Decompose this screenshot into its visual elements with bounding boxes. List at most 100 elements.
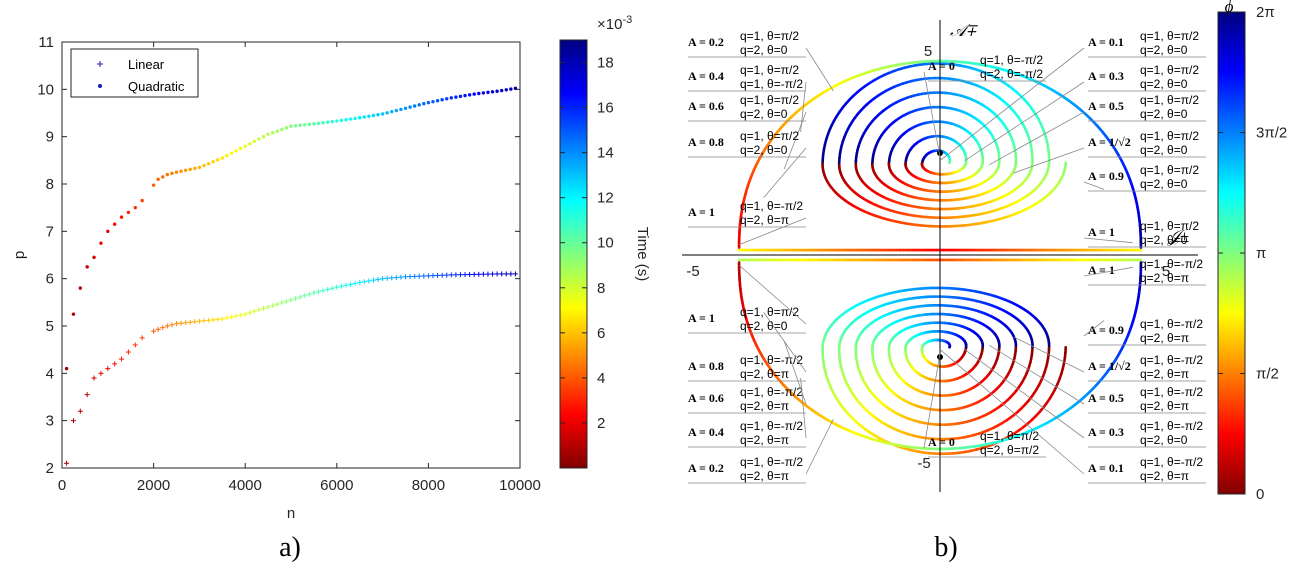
colorbar-tick-label: 14 xyxy=(597,145,614,162)
point-linear xyxy=(247,310,253,316)
annotation-line1: q=1, θ=π/2 xyxy=(1140,163,1199,177)
point-linear xyxy=(357,279,363,285)
point-linear xyxy=(155,326,161,332)
annotation-amplitude: A = 0.1 xyxy=(1088,35,1124,49)
horizontal-axis-label-b: 𝒥± xyxy=(1167,227,1189,246)
annotation-amplitude: A = 0 xyxy=(928,59,955,73)
point-quadratic xyxy=(275,129,279,133)
point-linear xyxy=(320,288,326,294)
point-quadratic xyxy=(481,91,486,95)
annotation-line1: q=1, θ=-π/2 xyxy=(1140,353,1203,367)
point-linear xyxy=(112,361,118,367)
annotation: A = 0.6 q=1, θ=-π/2q=2, θ=π xyxy=(688,340,807,414)
annotation: A = 0.2 q=1, θ=π/2q=2, θ=0 xyxy=(688,29,834,92)
y-tick-label: 6 xyxy=(46,271,54,288)
colorbar-tick-label: 2 xyxy=(597,415,605,432)
point-quadratic xyxy=(458,94,463,99)
point-linear xyxy=(224,315,230,321)
annotation: A = 0.1 q=1, θ=π/2q=2, θ=0 xyxy=(939,29,1206,162)
annotation-leader xyxy=(989,111,1085,166)
annotation-amplitude: A = 0.6 xyxy=(688,99,724,113)
point-quadratic xyxy=(449,96,453,100)
point-quadratic xyxy=(467,93,472,97)
y-tick-label: 4 xyxy=(46,365,54,382)
point-linear xyxy=(448,272,454,278)
point-quadratic xyxy=(216,158,220,162)
annotation-line2: q=2, θ=0 xyxy=(1140,77,1188,91)
point-linear xyxy=(265,304,271,310)
fixed-point-upper xyxy=(937,150,943,156)
spiral-curve xyxy=(821,62,1068,228)
point-quadratic xyxy=(92,255,96,260)
point-linear xyxy=(348,281,354,287)
separatrix-upper xyxy=(737,59,1143,249)
annotation-line2: q=2, θ=π xyxy=(1140,367,1189,381)
point-quadratic xyxy=(133,205,137,210)
annotation: A = 1 q=1, θ=-π/2q=2, θ=π xyxy=(1083,257,1206,286)
annotation-line1: q=1, θ=-π/2 xyxy=(1140,317,1203,331)
annotation-leader xyxy=(939,348,1085,475)
point-quadratic xyxy=(170,171,174,176)
colorbar-tick-label: 4 xyxy=(597,370,605,387)
legend-marker-linear xyxy=(97,61,103,67)
point-quadratic xyxy=(321,121,325,125)
annotation-line1: q=1, θ=-π/2 xyxy=(1140,455,1203,469)
point-quadratic xyxy=(229,151,234,155)
point-linear xyxy=(178,320,184,326)
annotation-amplitude: A = 0.9 xyxy=(1088,169,1124,183)
colorbar-tick-label: 18 xyxy=(597,55,614,72)
colorbar-tick-label: 10 xyxy=(597,235,614,252)
annotation-line2: q=1, θ=-π/2 xyxy=(740,77,803,91)
point-linear xyxy=(302,293,308,299)
annotation-line2: q=2, θ=0 xyxy=(1140,43,1188,57)
point-linear xyxy=(338,283,344,289)
legend-label-quadratic: Quadratic xyxy=(128,79,185,94)
point-linear xyxy=(160,325,166,331)
point-linear xyxy=(398,274,404,280)
point-quadratic xyxy=(225,153,229,158)
point-quadratic xyxy=(417,103,421,107)
panel-label-a: a) xyxy=(279,532,301,563)
point-linear xyxy=(119,356,125,362)
point-quadratic xyxy=(270,130,275,135)
point-linear xyxy=(403,274,408,280)
annotation-line1: q=1, θ=-π/2 xyxy=(740,353,803,367)
annotation-amplitude: A = 0 xyxy=(928,435,955,449)
point-quadratic xyxy=(477,91,481,96)
point-quadratic xyxy=(367,114,371,118)
colorbar-tick-label: 2π xyxy=(1256,4,1275,21)
annotation-amplitude: A = 0.1 xyxy=(1088,461,1124,475)
annotation-leader xyxy=(1083,237,1133,244)
point-linear xyxy=(233,313,239,319)
point-quadratic xyxy=(472,92,476,96)
point-quadratic xyxy=(303,123,307,127)
point-linear xyxy=(84,392,90,398)
point-linear xyxy=(389,275,395,281)
annotation: A = 0.3 q=1, θ=-π/2q=2, θ=0 xyxy=(964,348,1206,448)
point-linear xyxy=(439,272,445,278)
point-linear xyxy=(105,366,111,372)
annotation-line2: q=2, θ=π xyxy=(1140,271,1189,285)
point-linear xyxy=(238,312,244,318)
point-linear xyxy=(444,272,450,278)
point-quadratic xyxy=(325,120,330,124)
point-linear xyxy=(430,273,436,279)
annotation: A = 0.2 q=1, θ=-π/2q=2, θ=π xyxy=(688,418,834,484)
annotation-leader xyxy=(738,264,807,325)
point-linear xyxy=(293,296,299,302)
legend-a: Linear Quadratic xyxy=(70,48,199,98)
annotation-line2: q=2, θ=0 xyxy=(1140,233,1188,247)
annotation-leader xyxy=(800,377,807,439)
annotation-leader xyxy=(1083,181,1105,190)
point-quadratic xyxy=(99,241,103,245)
colorbar-exponent-a: ×10-3 xyxy=(597,14,632,33)
y-tick-label: 8 xyxy=(46,176,54,193)
annotation-line2: q=2, θ=π xyxy=(1140,399,1189,413)
annotation: A = 1 q=1, θ=π/2q=2, θ=0 xyxy=(688,264,807,334)
point-quadratic xyxy=(179,169,183,173)
point-quadratic xyxy=(64,366,69,371)
point-linear xyxy=(435,272,441,278)
axis-tick-left: -5 xyxy=(686,263,699,280)
point-quadratic xyxy=(509,87,513,91)
point-quadratic xyxy=(408,105,412,109)
